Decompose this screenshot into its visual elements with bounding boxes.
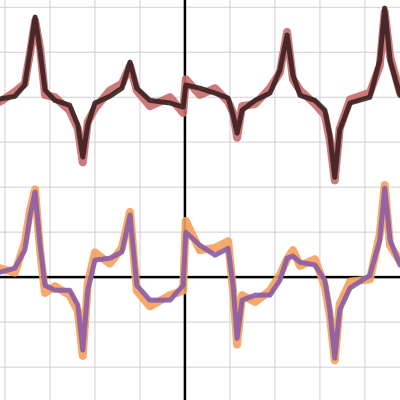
curve bbox=[0, 185, 400, 361]
curve bbox=[0, 5, 400, 180]
